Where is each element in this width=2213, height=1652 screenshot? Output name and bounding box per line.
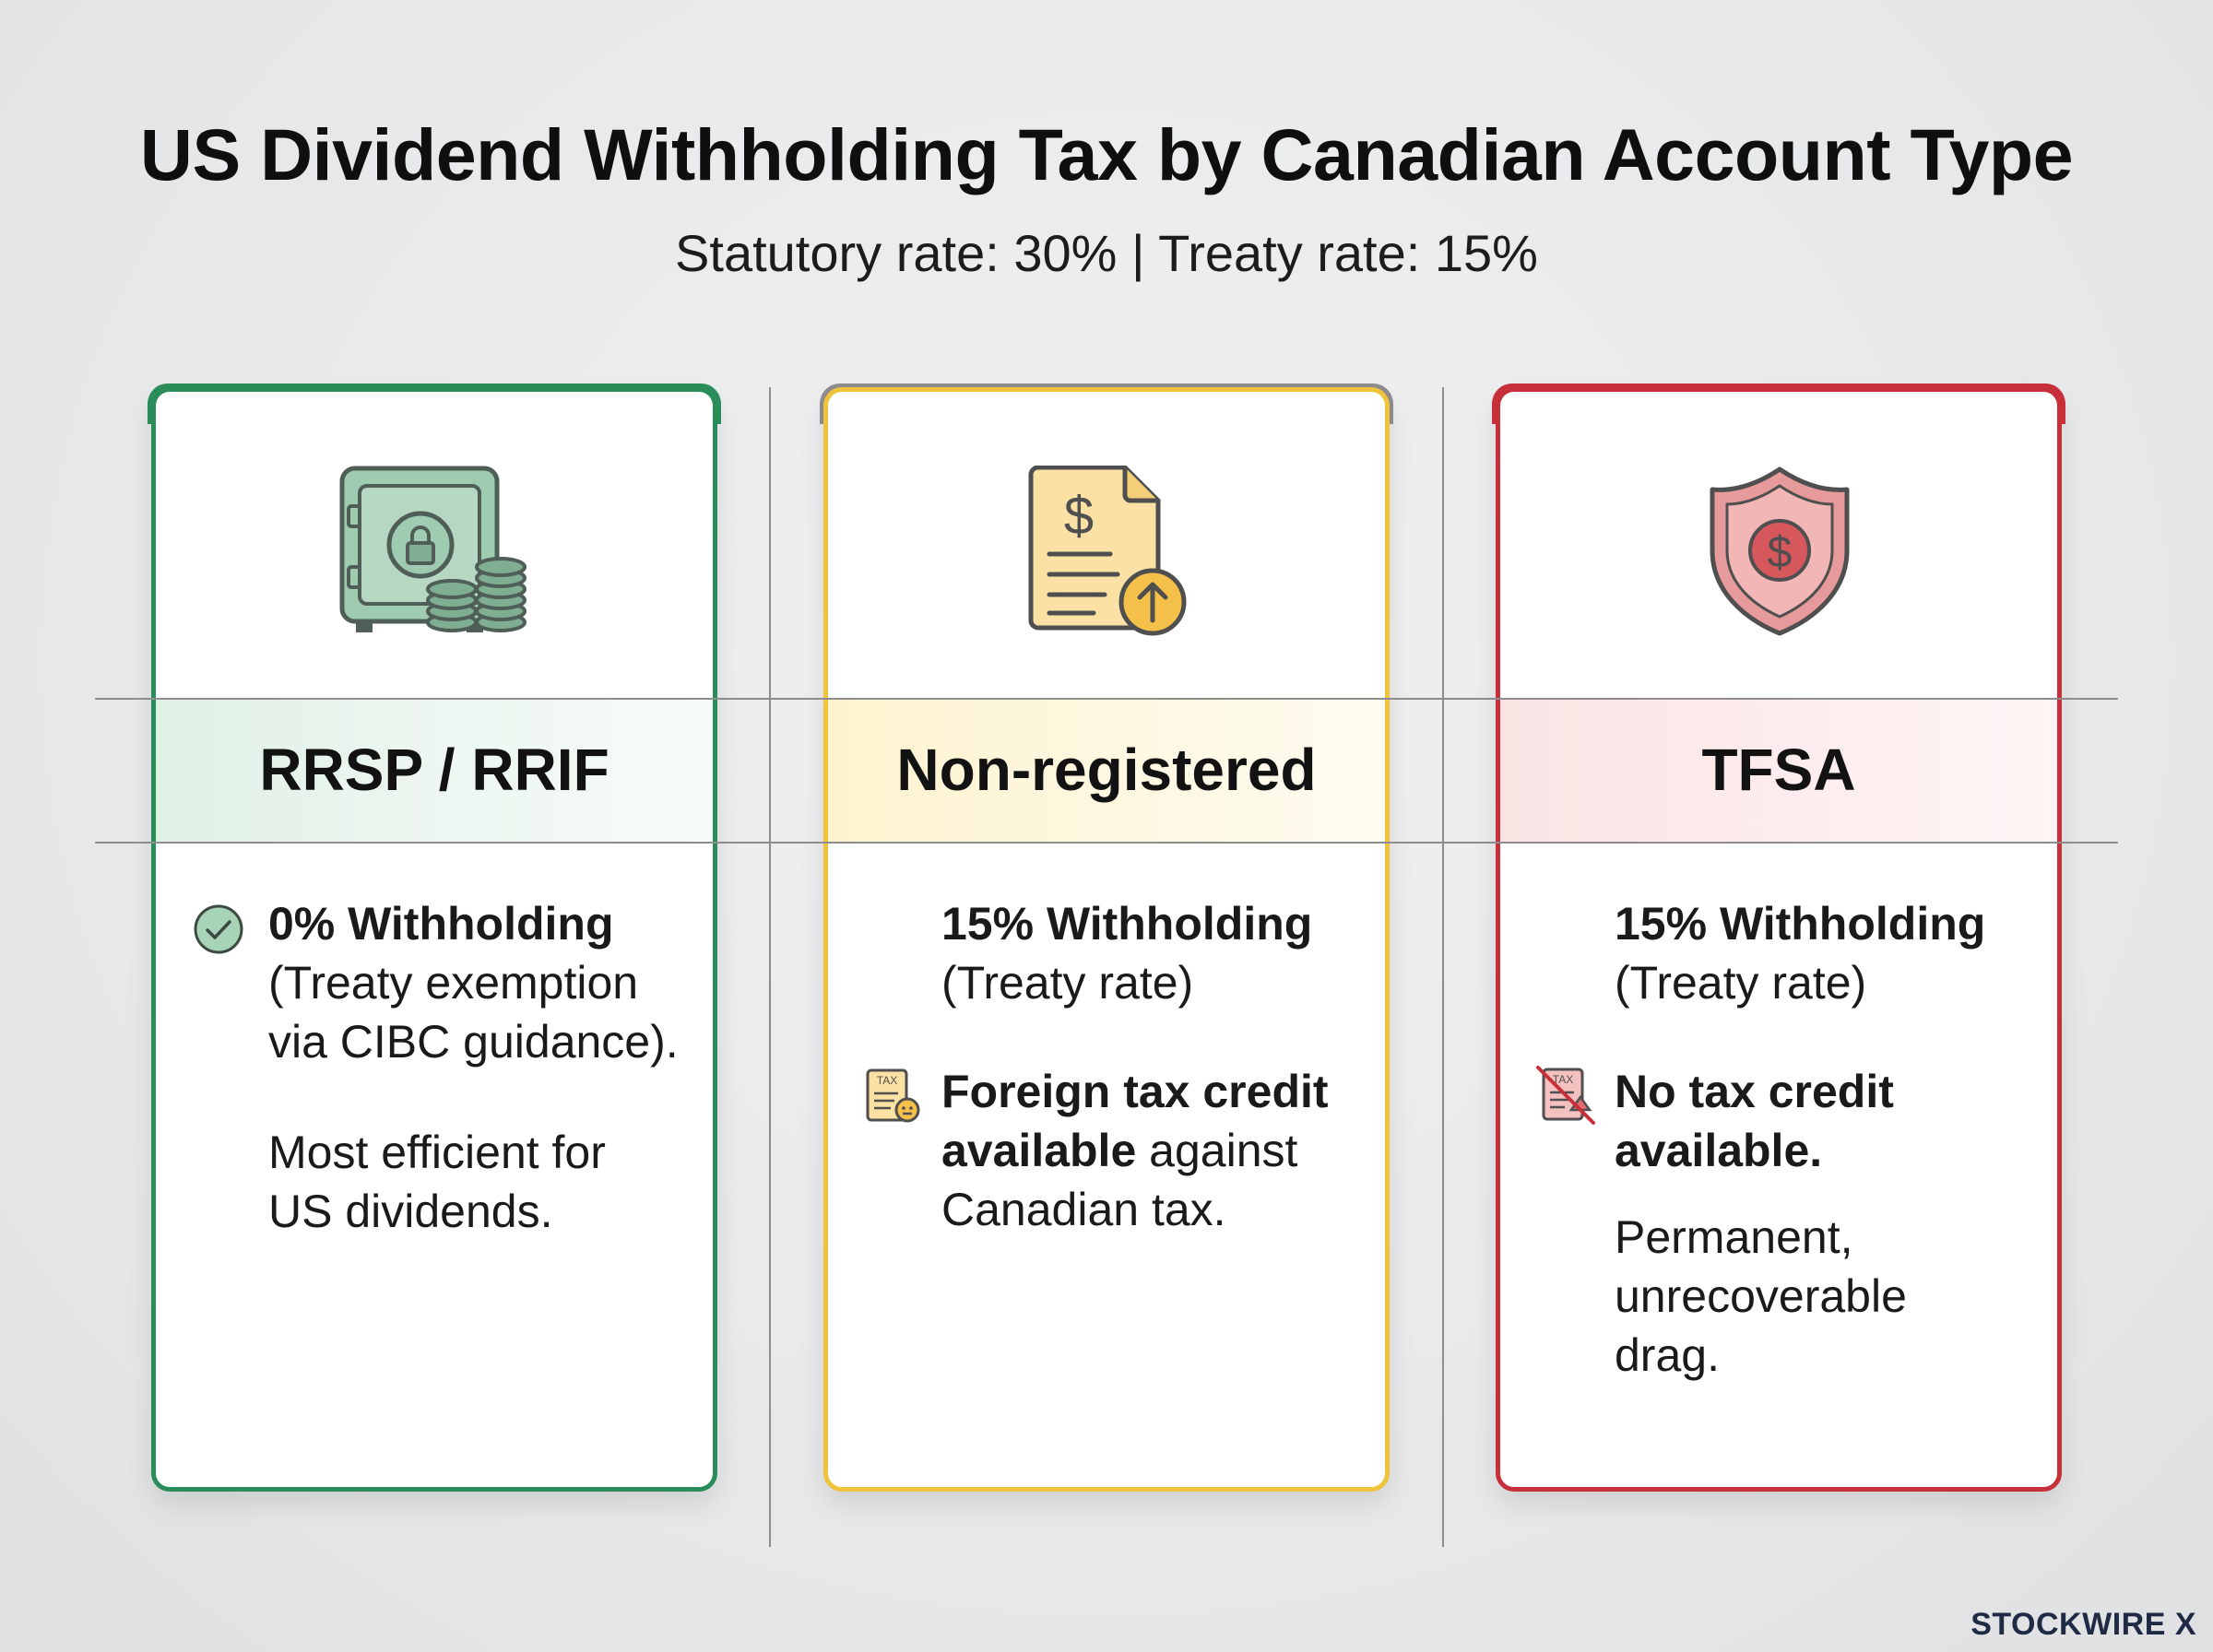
svg-text:TAX: TAX: [877, 1074, 897, 1087]
account-name: Non-registered: [896, 737, 1317, 803]
tax-credit-note: Foreign tax credit available against Can…: [941, 1062, 1347, 1239]
rrsp-details: 0% Withholding (Treaty exemption via CIB…: [268, 894, 702, 1241]
tax-document-upload-icon: $: [1025, 465, 1191, 642]
no-tax-form-icon: TAX: [1534, 1064, 1599, 1133]
account-name: RRSP / RRIF: [259, 737, 609, 803]
column-divider: [769, 387, 771, 1547]
safe-with-coins-icon: [339, 466, 529, 642]
tax-credit-rest: against Canadian tax.: [941, 1125, 1298, 1235]
nonregistered-details: 15% Withholding (Treaty rate) Foreign ta…: [941, 894, 1375, 1239]
column-divider: [1442, 387, 1444, 1547]
rrsp-band: [156, 700, 713, 843]
withholding-rate: 15% Withholding: [1615, 898, 1986, 950]
check-circle-icon: [192, 903, 245, 961]
band-bottom-line: [95, 842, 2118, 844]
tfsa-band: [1500, 700, 2057, 843]
withholding-detail: (Treaty exemption via CIBC guidance).: [268, 957, 679, 1068]
account-name: TFSA: [1701, 737, 1856, 803]
dollar-shield-icon: $: [1707, 466, 1852, 642]
tax-form-icon: TAX: [865, 1068, 922, 1129]
band-top-line: [95, 698, 2118, 700]
account-note: Permanent, unrecoverable drag.: [1615, 1211, 1907, 1381]
withholding-detail: (Treaty rate): [941, 957, 1194, 1009]
nonregistered-band: [828, 700, 1385, 843]
withholding-detail: (Treaty rate): [1615, 957, 1867, 1009]
withholding-rate: 0% Withholding: [268, 898, 614, 950]
tax-credit-note: No tax credit available.: [1615, 1066, 1894, 1176]
svg-text:$: $: [1768, 528, 1793, 577]
page-subtitle: Statutory rate: 30% | Treaty rate: 15%: [675, 224, 1538, 282]
tax-credit-bold: Foreign tax credit available: [941, 1066, 1329, 1176]
page-title: US Dividend Withholding Tax by Canadian …: [139, 113, 2074, 195]
account-note: Most efficient for US dividends.: [268, 1127, 606, 1237]
brand-logo: STOCKWIRE X: [1970, 1607, 2196, 1642]
withholding-rate: 15% Withholding: [941, 898, 1313, 950]
svg-text:TAX: TAX: [1553, 1073, 1573, 1086]
tfsa-details: 15% Withholding (Treaty rate) No tax cre…: [1615, 894, 2048, 1385]
svg-text:$: $: [1064, 486, 1094, 546]
